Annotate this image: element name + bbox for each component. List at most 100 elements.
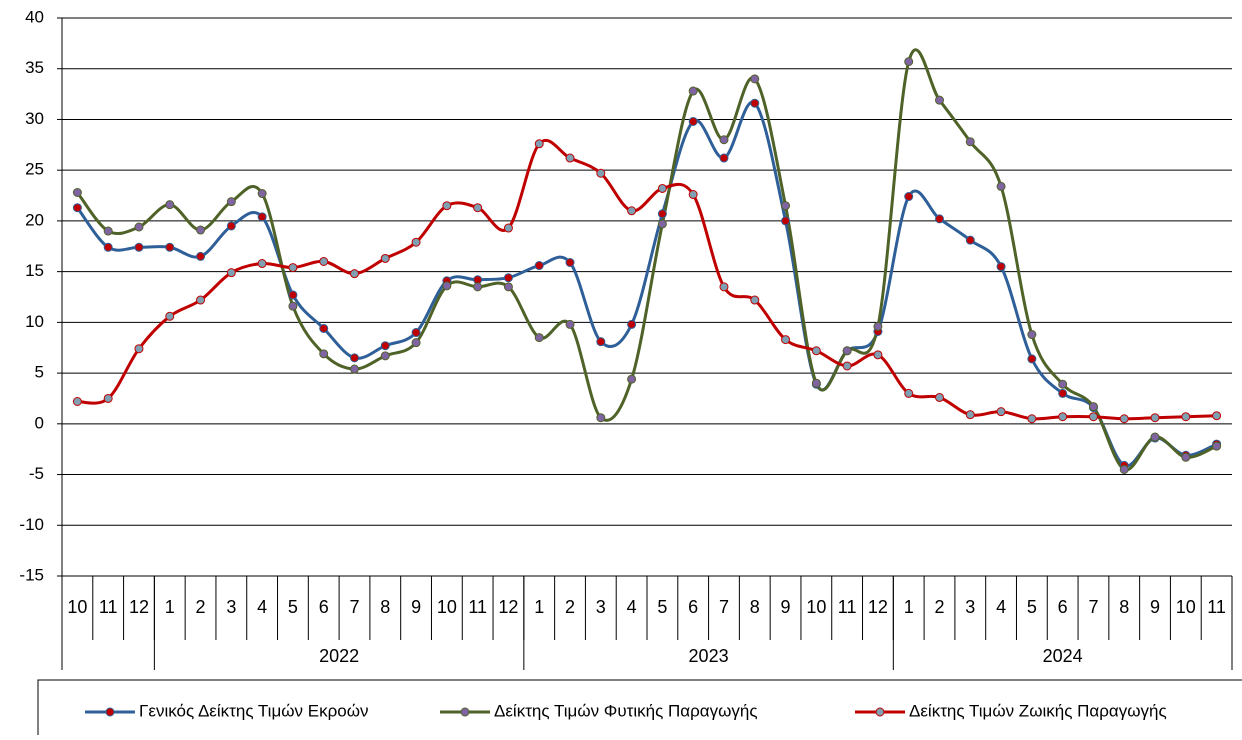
data-point [996, 407, 1006, 417]
data-point [380, 253, 390, 263]
data-point [1181, 452, 1191, 462]
x-tick-label: 4 [627, 597, 637, 617]
group-label: 2022 [319, 646, 359, 666]
x-tick-label: 8 [380, 597, 390, 617]
data-point [134, 344, 144, 354]
data-point [473, 282, 483, 292]
x-tick-label: 10 [1176, 597, 1196, 617]
legend-marker [460, 707, 470, 717]
data-point [781, 216, 791, 226]
data-point [811, 378, 821, 388]
data-point [319, 349, 329, 359]
data-point [904, 192, 914, 202]
x-tick-label: 6 [688, 597, 698, 617]
y-tick-label: -15 [19, 565, 44, 584]
data-point [257, 189, 267, 199]
y-tick-label: 35 [25, 58, 44, 77]
data-point [688, 86, 698, 96]
x-tick-label: 6 [1058, 597, 1068, 617]
data-point [750, 98, 760, 108]
data-point [965, 137, 975, 147]
x-tick-label: 5 [288, 597, 298, 617]
legend-marker [875, 707, 885, 717]
data-point [380, 341, 390, 351]
x-tick-label: 12 [498, 597, 518, 617]
x-tick-label: 10 [437, 597, 457, 617]
data-point [965, 410, 975, 420]
x-tick-label: 3 [596, 597, 606, 617]
data-point [935, 95, 944, 105]
data-point [257, 212, 267, 222]
data-point [319, 256, 329, 266]
data-point [72, 396, 82, 406]
data-point [996, 181, 1006, 191]
data-point [196, 225, 206, 235]
group-label: 2024 [1043, 646, 1083, 666]
data-point [1088, 402, 1098, 412]
x-tick-label: 10 [67, 597, 87, 617]
x-tick-label: 2 [565, 597, 575, 617]
data-point [534, 333, 544, 343]
y-tick-label: 40 [25, 7, 44, 26]
x-tick-label: 11 [1207, 597, 1226, 617]
data-point [103, 393, 113, 403]
data-point [750, 74, 760, 84]
data-point [442, 281, 452, 291]
data-point [781, 335, 791, 345]
data-point [657, 219, 667, 229]
data-point [1119, 414, 1129, 424]
y-tick-label: 0 [35, 413, 44, 432]
data-point [442, 201, 452, 211]
data-point [1212, 411, 1222, 421]
data-point [719, 282, 729, 292]
x-tick-label: 8 [1119, 597, 1129, 617]
data-point [565, 153, 575, 163]
data-point [1027, 330, 1037, 340]
legend-label: Δείκτης Τιμών Ζωικής Παραγωγής [909, 701, 1167, 720]
x-tick-label: 5 [657, 597, 667, 617]
data-point [103, 242, 113, 252]
data-point [350, 364, 359, 374]
data-point [565, 319, 575, 329]
series-line [76, 48, 1218, 472]
data-point [288, 301, 298, 311]
y-tick-label: 20 [25, 210, 44, 229]
x-tick-label: 12 [868, 597, 888, 617]
data-point [688, 116, 698, 126]
data-point [1088, 412, 1098, 422]
y-tick-label: 30 [25, 109, 44, 128]
data-point [596, 168, 606, 178]
data-point [750, 295, 760, 305]
data-point [965, 235, 975, 245]
data-point [904, 388, 914, 398]
data-point [503, 223, 513, 233]
data-point [503, 273, 513, 283]
data-point [380, 351, 390, 361]
x-tick-label: 11 [468, 597, 487, 617]
data-point [1150, 432, 1160, 442]
data-point [873, 350, 883, 360]
data-point [596, 337, 606, 347]
x-tick-label: 12 [129, 597, 149, 617]
data-point [72, 188, 82, 198]
data-point [904, 57, 914, 67]
data-point [411, 237, 421, 247]
x-tick-label: 6 [319, 597, 329, 617]
data-point [534, 139, 544, 149]
x-tick-label: 11 [99, 597, 118, 617]
x-tick-label: 2 [934, 597, 944, 617]
data-point [1058, 388, 1068, 398]
data-point [411, 338, 421, 348]
data-point [627, 374, 637, 384]
legend-label: Γενικός Δείκτης Τιμών Εκροών [139, 701, 369, 720]
data-point [873, 321, 883, 331]
data-point [350, 353, 359, 363]
data-point [350, 269, 359, 279]
x-tick-label: 4 [257, 597, 267, 617]
data-point [226, 221, 236, 231]
data-point [657, 183, 667, 193]
data-point [627, 206, 637, 216]
data-point [134, 222, 144, 232]
data-point [935, 392, 944, 402]
